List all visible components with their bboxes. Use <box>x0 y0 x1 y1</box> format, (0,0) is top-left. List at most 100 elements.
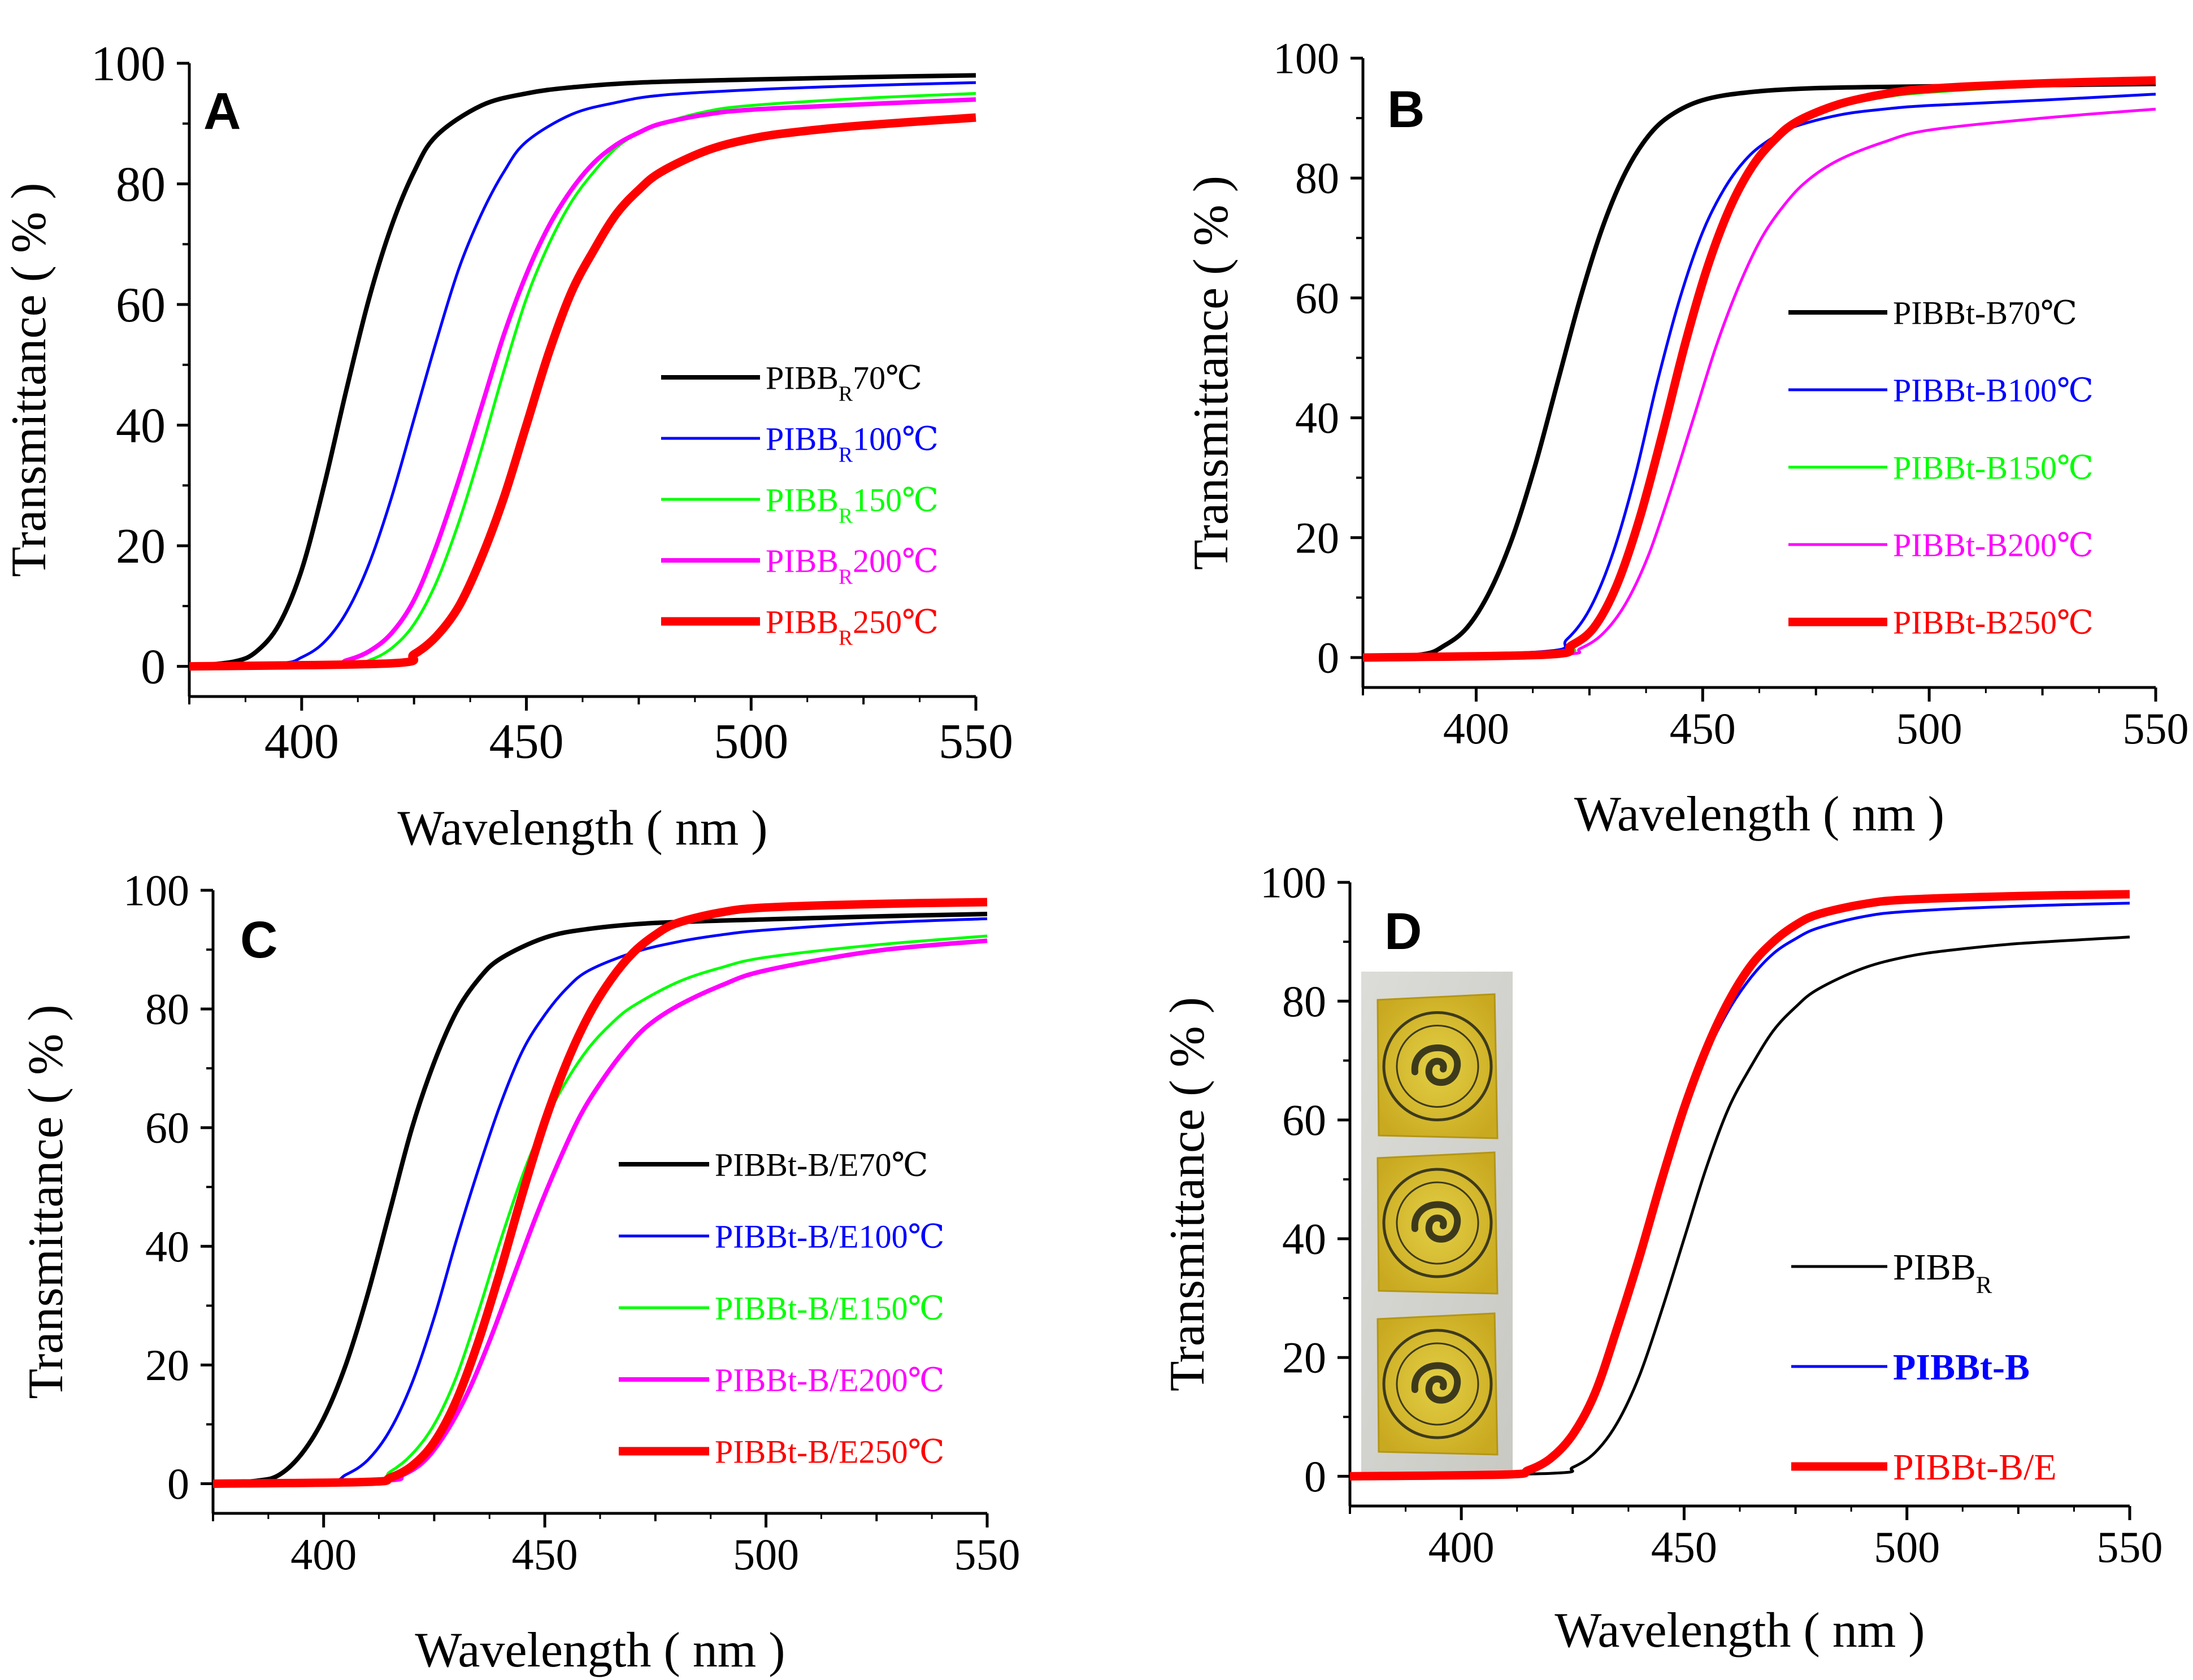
y-tick-label: 60 <box>1282 1095 1326 1144</box>
film-sheet <box>1376 1312 1499 1456</box>
x-tick-label: 550 <box>954 1530 1020 1579</box>
y-tick-label: 40 <box>1295 393 1339 442</box>
series-line <box>189 81 976 668</box>
film-sample <box>1376 993 1499 1139</box>
legend-label: PIBBt-B/E <box>1893 1447 2057 1488</box>
y-tick-label: 0 <box>1304 1452 1326 1501</box>
legend-label: PIBBR100℃ <box>766 420 939 467</box>
film-sheet <box>1376 1151 1499 1295</box>
legend-label: PIBBt-B150℃ <box>1893 449 2094 486</box>
y-tick-label: 60 <box>145 1103 189 1152</box>
x-tick-label: 400 <box>290 1530 357 1579</box>
legend-label: PIBBt-B/E70℃ <box>715 1146 928 1183</box>
legend-label-subscript: R <box>839 626 853 650</box>
y-tick-label: 40 <box>116 398 166 453</box>
legend-label-subscript: R <box>839 504 853 528</box>
y-tick-label: 80 <box>116 157 166 212</box>
legend-label-main: PIBB <box>766 420 839 457</box>
panel-letter: D <box>1384 903 1422 960</box>
film-sheet <box>1376 993 1499 1139</box>
y-tick-label: 80 <box>145 985 189 1034</box>
legend-label: PIBBR250℃ <box>766 603 939 650</box>
legend-label-main: PIBBt-B250℃ <box>1893 604 2094 641</box>
legend-label-tail: 250℃ <box>853 603 939 640</box>
y-tick-label: 20 <box>1295 513 1339 562</box>
legend-label: PIBBR <box>1893 1247 1992 1299</box>
legend-label: PIBBt-B250℃ <box>1893 604 2094 641</box>
legend-label-main: PIBB <box>766 481 839 518</box>
legend-label-main: PIBBt-B <box>1893 1347 2030 1388</box>
panel-letter: B <box>1387 81 1425 138</box>
emblem-swirl <box>1411 1044 1461 1086</box>
panel-d: 0 20 40 60 80 100 400 450 500 550 Wavelength ( nm … <box>1160 858 2163 1658</box>
emblem-outer-ring <box>1382 1168 1493 1278</box>
y-tick-label: 60 <box>116 278 166 333</box>
legend-label-tail: 200℃ <box>853 542 939 579</box>
legend-label-subscript: R <box>1976 1272 1992 1299</box>
legend-label-main: PIBBt-B/E <box>1893 1447 2057 1488</box>
series-lines <box>1363 76 2156 662</box>
legend: PIBBR70℃PIBBR100℃PIBBR150℃PIBBR200℃PIBBR… <box>661 359 939 650</box>
legend-label-main: PIBBt-B/E100℃ <box>715 1218 944 1255</box>
legend-label-main: PIBBt-B/E150℃ <box>715 1290 944 1326</box>
y-tick-label: 40 <box>145 1222 189 1271</box>
series-line <box>1350 890 2130 1481</box>
emblem-inner-ring <box>1396 1181 1479 1265</box>
y-tick-label: 0 <box>167 1459 189 1508</box>
series-line <box>213 898 988 1488</box>
inset-photo <box>1361 972 1513 1473</box>
x-tick-label: 450 <box>1651 1522 1717 1572</box>
series-line <box>1363 80 2156 659</box>
y-tick-label: 20 <box>1282 1333 1326 1382</box>
series-line <box>1363 76 2156 662</box>
legend-label-subscript: R <box>839 443 853 467</box>
legend-label-main: PIBBt-B/E250℃ <box>715 1433 944 1470</box>
legend-label: PIBBt-B100℃ <box>1893 372 2094 408</box>
x-tick-label: 550 <box>2097 1522 2163 1572</box>
y-tick-label: 100 <box>1260 858 1326 907</box>
y-tick-label: 100 <box>123 866 189 915</box>
y-tick-label: 100 <box>1273 34 1339 83</box>
legend-label-main: PIBBt-B/E70℃ <box>715 1146 928 1183</box>
x-tick-label: 400 <box>1443 704 1509 753</box>
panel-letter: A <box>203 82 241 140</box>
axes: 0 20 40 60 80 100 400 450 500 550 <box>1260 858 2163 1572</box>
x-tick-label: 500 <box>733 1530 799 1579</box>
axes: 0 20 40 60 80 100 400 450 500 550 <box>1273 34 2189 754</box>
x-tick-label: 400 <box>1428 1522 1495 1572</box>
panel-b: 0 20 40 60 80 100 400 450 500 550 Wavelength ( nm … <box>1184 34 2189 842</box>
y-tick-label: 0 <box>141 640 166 695</box>
x-tick-label: 450 <box>512 1530 578 1579</box>
y-tick-label: 20 <box>116 519 166 574</box>
y-tick-label: 40 <box>1282 1214 1326 1263</box>
series-line <box>1363 107 2156 659</box>
legend-label-main: PIBBt-B/E200℃ <box>715 1361 944 1398</box>
legend: PIBBR PIBBt-B PIBBt-B/E <box>1791 1247 2057 1488</box>
emblem-inner-ring <box>1396 1025 1479 1108</box>
legend-label-main: PIBB <box>1893 1247 1976 1288</box>
emblem-swirl <box>1411 1362 1461 1404</box>
legend-label: PIBBt-B/E200℃ <box>715 1361 944 1398</box>
y-tick-label: 20 <box>145 1340 189 1390</box>
y-tick-label: 80 <box>1295 154 1339 203</box>
legend-label-tail: 150℃ <box>853 481 939 518</box>
legend-label-main: PIBBt-B100℃ <box>1893 372 2094 408</box>
x-tick-label: 400 <box>264 715 339 769</box>
emblem-inner-ring <box>1396 1342 1479 1426</box>
legend-label: PIBBR70℃ <box>766 359 922 406</box>
y-axis-label: Transmittance ( % ) <box>1184 176 1239 570</box>
series-line <box>189 113 976 671</box>
legend-label: PIBBt-B/E100℃ <box>715 1218 944 1255</box>
y-axis-label: Transmittance ( % ) <box>19 1004 73 1399</box>
panel-letter: C <box>240 911 277 969</box>
y-tick-label: 0 <box>1317 633 1339 682</box>
x-tick-label: 450 <box>1670 704 1736 753</box>
legend-label: PIBBR150℃ <box>766 481 939 528</box>
y-tick-label: 100 <box>91 37 166 92</box>
legend-label-main: PIBBt-B150℃ <box>1893 449 2094 486</box>
film-sample <box>1376 1151 1499 1295</box>
y-axis-label: Transmittance ( % ) <box>1160 997 1215 1391</box>
legend-label: PIBBt-B/E250℃ <box>715 1433 944 1470</box>
x-tick-label: 500 <box>714 715 788 769</box>
